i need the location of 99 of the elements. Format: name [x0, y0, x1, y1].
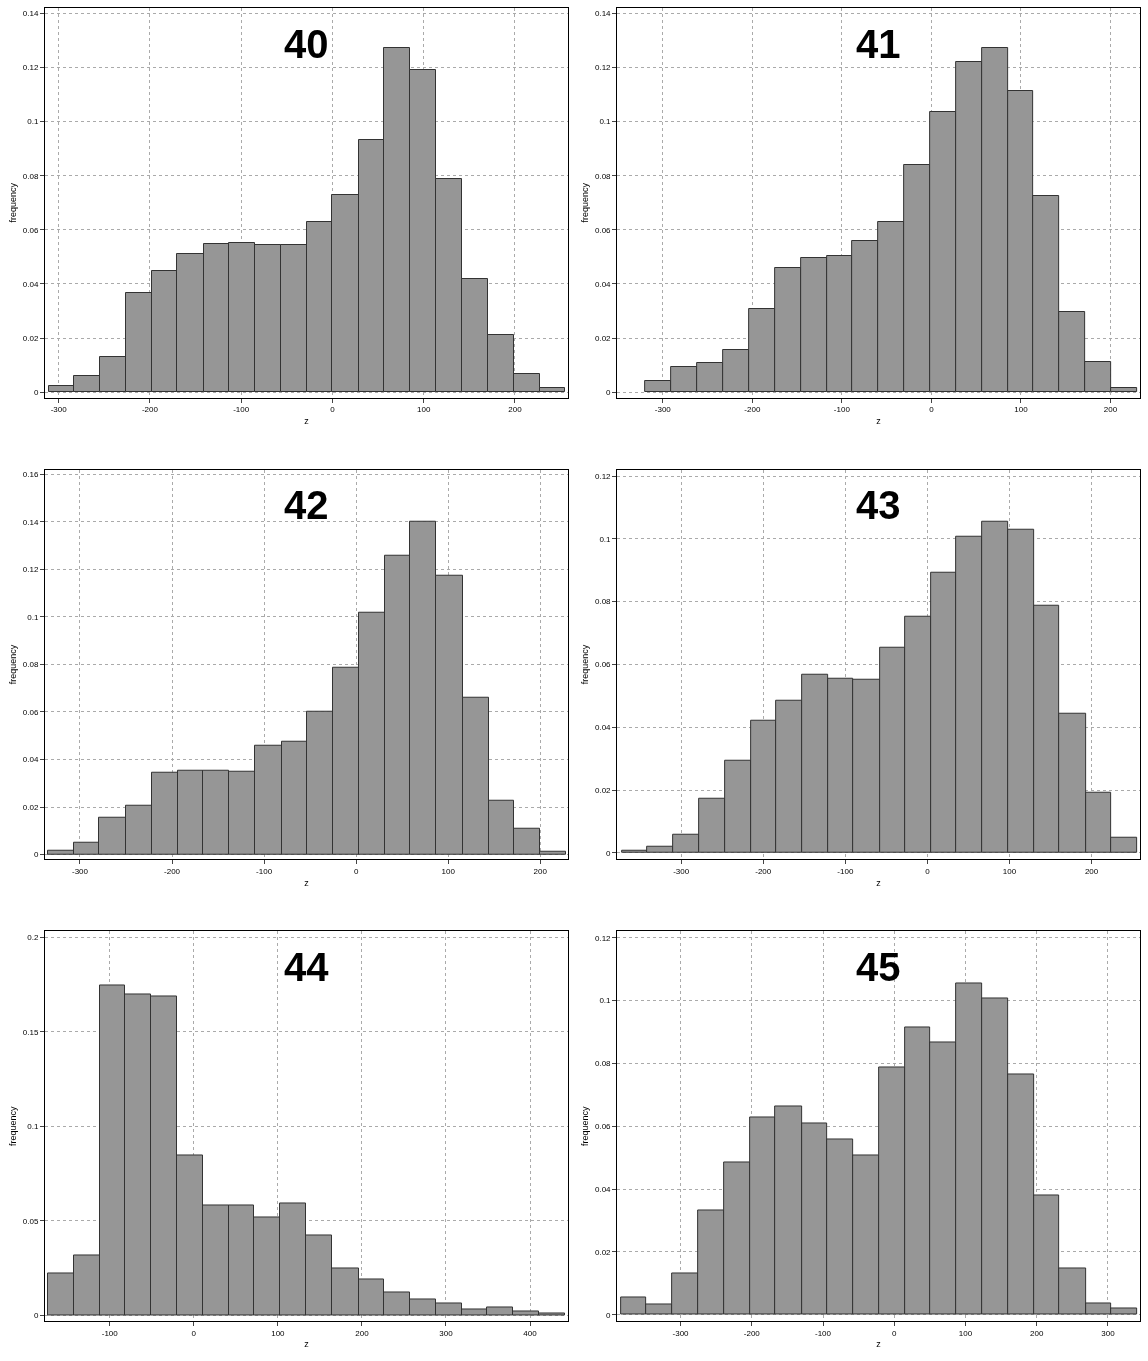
y-tick-label: 0	[606, 387, 612, 397]
x-axis-title: z	[304, 415, 310, 426]
chart-title: 45	[856, 945, 901, 989]
x-tick-label: 100	[1002, 866, 1017, 876]
x-tick-label: -100	[233, 405, 250, 415]
chart-title: 44	[284, 945, 330, 989]
y-tick-label: 0.06	[594, 1122, 612, 1132]
y-tick-label: 0	[606, 848, 612, 858]
y-axis-title: frequency	[580, 1105, 591, 1146]
x-tick-label: 100	[958, 1328, 973, 1338]
chart-title: 41	[856, 22, 901, 66]
x-tick-label: 200	[508, 405, 523, 415]
x-axis-title: z	[876, 415, 882, 426]
y-tick-label: 0.08	[22, 171, 39, 181]
x-tick-label: 0	[925, 866, 931, 876]
y-tick-label: 0.06	[22, 225, 39, 235]
x-tick-label: -100	[837, 866, 854, 876]
y-tick-label: 0.12	[22, 565, 39, 575]
y-tick-label: 0.05	[22, 1216, 39, 1226]
y-tick-label: 0.04	[594, 723, 612, 733]
x-axis-title: z	[876, 1339, 882, 1350]
y-tick-label: 0.06	[22, 707, 39, 717]
y-axis-title: frequency	[8, 182, 19, 223]
x-tick-label: 0	[191, 1328, 197, 1338]
y-tick-label: 0.02	[22, 802, 39, 812]
x-tick-label: 0	[353, 866, 359, 876]
y-tick-label: 0	[33, 850, 39, 860]
y-axis-title: frequency	[580, 182, 591, 223]
y-tick-label: 0.02	[22, 333, 39, 343]
chart-title: 43	[856, 483, 901, 527]
y-tick-label: 0.02	[594, 1247, 612, 1257]
x-axis-title: z	[304, 877, 310, 888]
y-tick-label: 0.1	[599, 534, 612, 544]
x-tick-label: 0	[330, 405, 336, 415]
y-tick-label: 0.04	[594, 1184, 612, 1194]
x-tick-label: -300	[71, 866, 89, 876]
x-tick-label: 300	[1101, 1328, 1116, 1338]
y-tick-label: 0.12	[594, 63, 612, 73]
x-tick-label: -100	[256, 866, 273, 876]
x-axis-title: z	[304, 1339, 310, 1350]
y-tick-label: 0.14	[594, 9, 612, 19]
y-tick-label: 0	[606, 1310, 612, 1320]
y-tick-label: 0.1	[27, 1122, 39, 1132]
y-tick-label: 0.2	[27, 932, 39, 942]
y-tick-label: 0.06	[594, 225, 612, 235]
chart-title: 40	[284, 22, 329, 66]
y-tick-label: 0.12	[594, 471, 612, 481]
y-tick-label: 0.14	[22, 9, 39, 19]
y-tick-label: 0	[33, 387, 39, 397]
x-tick-label: 100	[1014, 405, 1029, 415]
y-tick-label: 0.1	[599, 996, 612, 1006]
x-tick-label: -200	[744, 405, 761, 415]
y-tick-label: 0.04	[22, 279, 39, 289]
x-tick-label: 300	[439, 1328, 454, 1338]
x-tick-label: 100	[441, 866, 456, 876]
chart-title: 42	[284, 483, 329, 527]
y-tick-label: 0.15	[22, 1027, 39, 1037]
x-tick-label: 0	[929, 405, 935, 415]
x-tick-label: 200	[355, 1328, 370, 1338]
x-tick-label: 200	[1084, 866, 1099, 876]
y-tick-label: 0.08	[22, 660, 39, 670]
x-tick-label: 0	[892, 1328, 898, 1338]
y-tick-label: 0.08	[594, 597, 612, 607]
x-tick-label: 100	[417, 405, 431, 415]
x-tick-label: 100	[271, 1328, 286, 1338]
x-tick-label: -300	[672, 1328, 690, 1338]
y-axis-title: frequency	[8, 1105, 19, 1146]
y-tick-label: 0.02	[594, 333, 612, 343]
y-tick-label: 0.1	[27, 612, 39, 622]
y-tick-label: 0.04	[594, 279, 612, 289]
x-tick-label: -200	[755, 866, 772, 876]
x-tick-label: 200	[1030, 1328, 1044, 1338]
y-tick-label: 0.1	[599, 117, 612, 127]
x-tick-label: -200	[141, 405, 159, 415]
y-tick-label: 0.1	[27, 117, 39, 127]
y-tick-label: 0.08	[594, 171, 612, 181]
x-tick-label: -300	[673, 866, 690, 876]
x-tick-label: -100	[101, 1328, 119, 1338]
y-tick-label: 0.14	[22, 517, 39, 527]
x-tick-label: 200	[533, 866, 548, 876]
x-tick-label: 400	[523, 1328, 538, 1338]
y-tick-label: 0.08	[594, 1059, 612, 1069]
x-tick-label: -200	[164, 866, 181, 876]
y-tick-label: 0.12	[594, 933, 612, 943]
y-axis-title: frequency	[8, 644, 19, 685]
x-axis-title: z	[876, 877, 882, 888]
x-tick-label: 200	[1103, 405, 1118, 415]
x-tick-label: -300	[50, 405, 68, 415]
x-tick-label: -100	[815, 1328, 832, 1338]
y-tick-label: 0.02	[594, 785, 612, 795]
y-tick-label: 0.06	[594, 660, 612, 670]
x-tick-label: -200	[743, 1328, 761, 1338]
y-tick-label: 0.12	[22, 63, 39, 73]
y-axis-title: frequency	[580, 644, 591, 685]
x-tick-label: -100	[833, 405, 851, 415]
y-tick-label: 0	[33, 1311, 39, 1321]
x-tick-label: -300	[654, 405, 672, 415]
y-tick-label: 0.04	[22, 755, 39, 765]
y-tick-label: 0.16	[22, 470, 39, 480]
